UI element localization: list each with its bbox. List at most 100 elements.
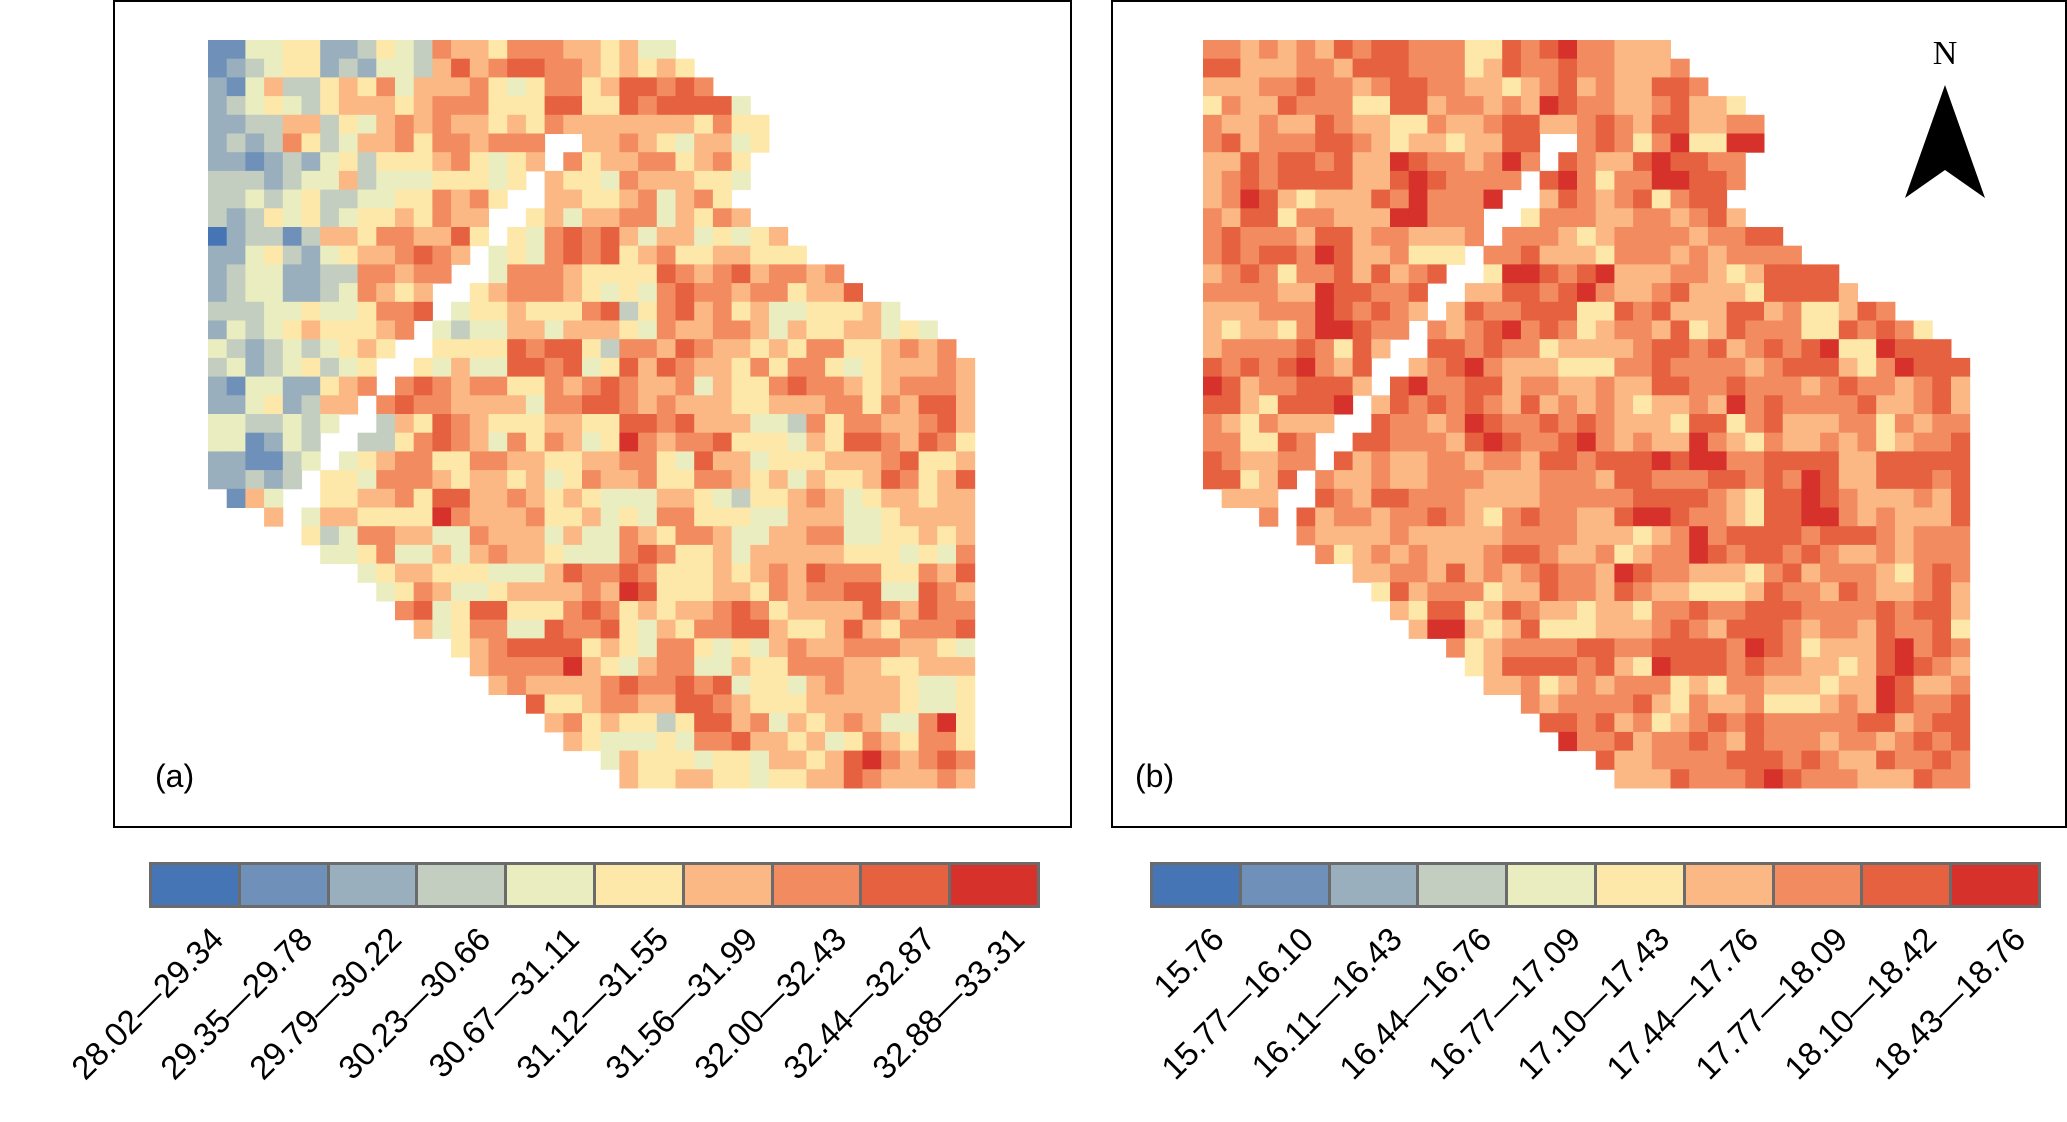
map-cell [825,283,845,303]
map-cell [1707,227,1728,247]
map-cell [301,245,321,265]
map-cell [525,227,546,247]
map-cell [395,432,415,452]
map-cell [451,638,471,658]
map-cell [1951,395,1971,415]
map-cell [694,114,714,134]
map-cell [619,152,639,172]
map-cell [1390,507,1410,527]
map-cell [525,563,546,583]
map-cell [787,376,807,396]
map-cell [1483,470,1503,490]
map-cell [208,283,228,303]
map-cell [1408,601,1428,621]
map-cell [264,227,284,247]
map-cell [750,769,770,789]
map-cell [1240,264,1260,284]
map-cell [1221,488,1241,508]
map-cell [376,170,396,191]
map-cell [1782,414,1802,434]
map-cell [1820,283,1840,303]
map-cell [282,58,302,78]
map-cell [881,657,901,677]
map-cell [694,395,714,415]
map-cell [843,320,863,340]
map-cell [675,601,695,621]
map-cell [525,357,546,378]
map-cell [1670,731,1690,752]
map-cell [1633,227,1653,247]
map-cell [1745,357,1765,378]
map-cell [582,301,602,321]
map-cell [899,601,920,621]
map-cell [1782,320,1802,340]
map-cell [1876,376,1896,396]
map-cell [1764,731,1784,752]
map-cell [1614,619,1634,639]
map-cell [675,731,695,752]
map-cell [619,208,639,228]
map-cell [1689,133,1709,153]
map-cell [488,170,508,191]
map-cell [338,544,359,565]
map-cell [1408,451,1428,471]
map-cell [1707,675,1728,695]
map-cell [1595,451,1615,471]
map-cell [1633,40,1653,60]
map-cell [1913,339,1933,359]
map-cell [1651,750,1671,770]
map-cell [712,432,733,452]
map-cell [1259,414,1279,434]
map-cell [750,133,770,153]
map-cell [1670,376,1690,396]
map-cell [675,713,695,733]
map-cell [544,657,564,677]
map-cell [544,619,564,639]
map-cell [1726,526,1746,546]
map-cell [731,713,751,733]
map-cell [451,376,471,396]
map-cell [1726,638,1746,658]
map-cell [245,189,265,209]
map-cell [1446,227,1466,247]
map-cell [469,357,489,378]
map-cell [1689,208,1709,228]
map-cell [1315,488,1335,508]
map-cell [563,713,583,733]
map-cell [1876,582,1896,602]
map-cell [750,750,770,770]
map-cell [395,544,415,565]
map-cell [712,264,733,284]
map-cell [1446,582,1466,602]
map-cell [1259,507,1279,527]
map-cell [1595,208,1615,228]
map-cell [357,320,377,340]
map-cell [1932,488,1952,508]
map-cell [488,619,508,639]
map-cell [1502,507,1522,527]
panel-a-frame [113,0,1072,828]
map-cell [1820,488,1840,508]
map-cell [1577,638,1597,658]
map-cell [1277,227,1297,247]
map-cell [1689,414,1709,434]
map-cell [357,488,377,508]
map-cell [432,58,452,78]
map-cell [806,713,826,733]
map-cell [1483,320,1503,340]
map-cell [956,357,976,378]
map-cell [881,507,901,527]
map-cell [1932,526,1952,546]
map-cell [1240,208,1260,228]
map-cell [675,769,695,789]
map-cell [750,470,770,490]
map-cell [1951,432,1971,452]
map-cell [1782,432,1802,452]
map-cell [563,395,583,415]
map-cell [1352,189,1372,209]
map-cell [918,357,938,378]
map-cell [451,58,471,78]
map-cell [1633,470,1653,490]
map-cell [1427,245,1447,265]
map-cell [582,208,602,228]
